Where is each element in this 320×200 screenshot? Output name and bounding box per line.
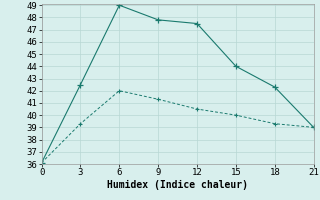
X-axis label: Humidex (Indice chaleur): Humidex (Indice chaleur) (107, 180, 248, 190)
